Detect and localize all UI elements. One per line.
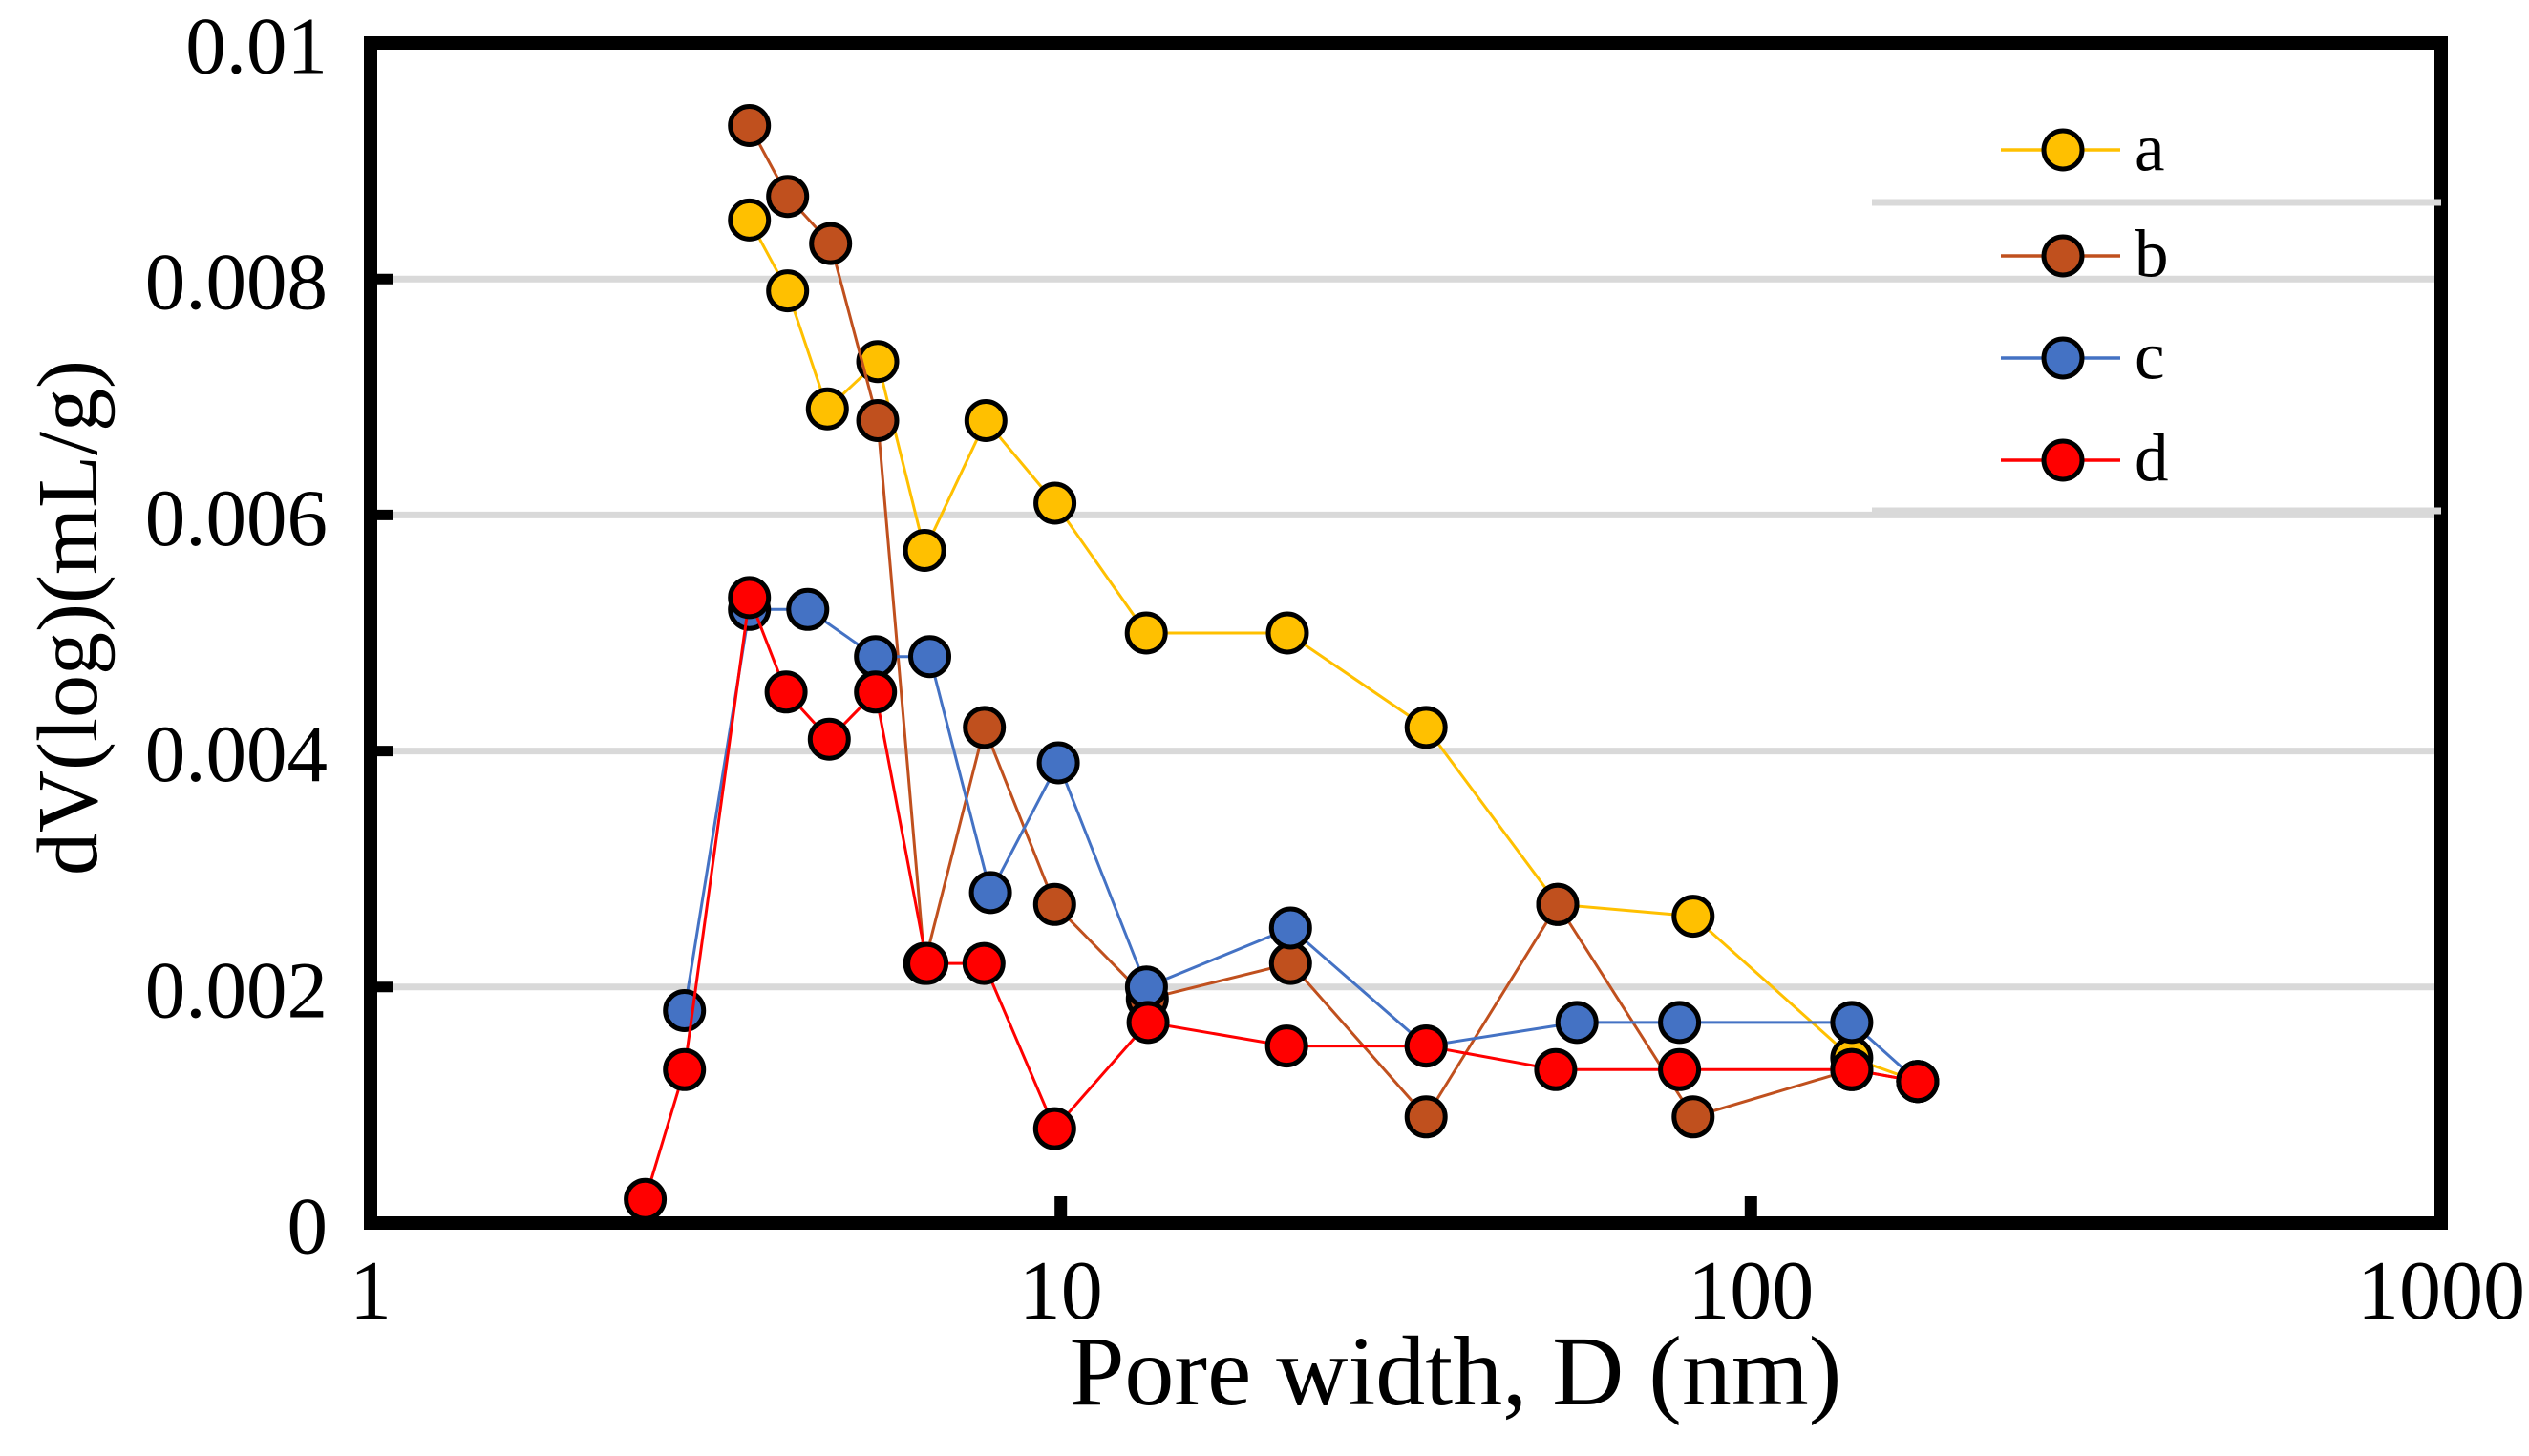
svg-text:a: a <box>2135 111 2165 185</box>
svg-text:1000: 1000 <box>2357 1245 2525 1338</box>
svg-text:0.006: 0.006 <box>145 474 328 563</box>
svg-text:0.004: 0.004 <box>145 709 328 799</box>
svg-text:1: 1 <box>350 1245 392 1338</box>
svg-text:0.01: 0.01 <box>185 2 328 92</box>
svg-text:c: c <box>2135 319 2165 393</box>
svg-text:0.008: 0.008 <box>145 238 328 327</box>
svg-text:b: b <box>2135 217 2169 291</box>
svg-text:Pore width, D (nm): Pore width, D (nm) <box>1070 1317 1842 1426</box>
svg-text:dV(log)(mL/g): dV(log)(mL/g) <box>21 360 116 876</box>
svg-text:0: 0 <box>287 1182 329 1272</box>
svg-text:0.002: 0.002 <box>145 945 328 1035</box>
svg-text:d: d <box>2135 421 2169 496</box>
